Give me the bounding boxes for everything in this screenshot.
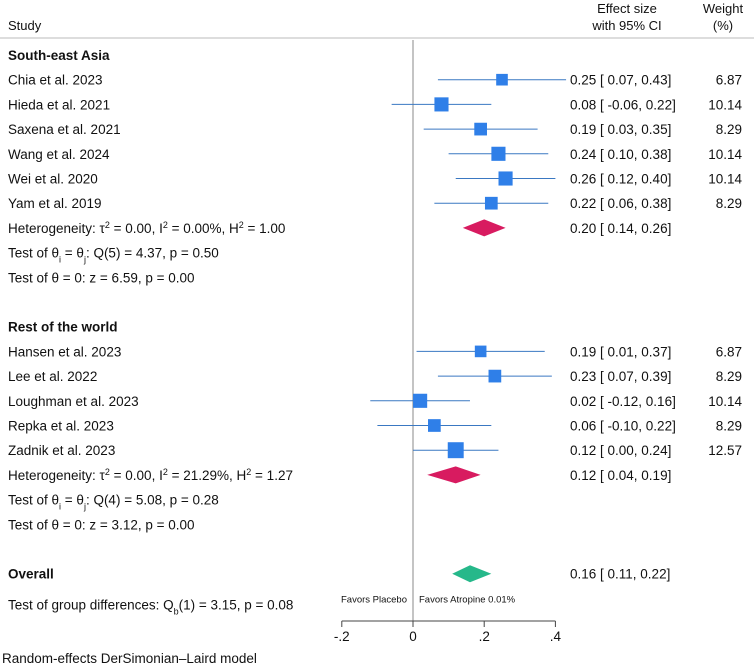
test-zero-text: Test of θ = 0: z = 3.12, p = 0.00 bbox=[8, 517, 195, 532]
subgroup-diamond bbox=[462, 219, 506, 237]
effect-ci-text: 0.25 [ 0.07, 0.43] bbox=[570, 73, 671, 88]
effect-marker bbox=[428, 419, 441, 432]
study-label: Wang et al. 2024 bbox=[8, 147, 110, 162]
group-differences-text: Test of group differences: Qb(1) = 3.15,… bbox=[8, 597, 293, 616]
effect-ci-text: 0.22 [ 0.06, 0.38] bbox=[570, 196, 671, 211]
study-label: Zadnik et al. 2023 bbox=[8, 443, 115, 458]
effect-marker bbox=[434, 97, 449, 112]
effect-ci-text: 0.23 [ 0.07, 0.39] bbox=[570, 369, 671, 384]
effect-ci-text: 0.26 [ 0.12, 0.40] bbox=[570, 172, 671, 187]
rows-layer: South-east Asia Chia et al. 2023 0.25 [ 0.… bbox=[8, 48, 742, 616]
weight-text: 8.29 bbox=[716, 369, 742, 384]
header-weight-line2: (%) bbox=[713, 18, 733, 33]
weight-text: 6.87 bbox=[716, 73, 742, 88]
overall-diamond bbox=[452, 565, 492, 583]
effect-marker bbox=[474, 122, 487, 136]
effect-marker bbox=[498, 171, 513, 186]
x-tick-label: -.2 bbox=[334, 629, 350, 644]
test-theta-text: Test of θi = θj: Q(5) = 4.37, p = 0.50 bbox=[8, 246, 219, 265]
footnote: Random-effects DerSimonian–Laird model bbox=[2, 651, 257, 666]
weight-text: 8.29 bbox=[716, 196, 742, 211]
overall-label: Overall bbox=[8, 567, 54, 582]
effect-ci-text: 0.12 [ 0.00, 0.24] bbox=[570, 443, 671, 458]
study-label: Yam et al. 2019 bbox=[8, 196, 102, 211]
study-label: Chia et al. 2023 bbox=[8, 73, 103, 88]
effect-marker bbox=[488, 369, 502, 383]
header-effect-line2: with 95% CI bbox=[591, 18, 661, 33]
effect-ci-text: 0.02 [ -0.12, 0.16] bbox=[570, 394, 676, 409]
test-theta-text: Test of θi = θj: Q(4) = 5.08, p = 0.28 bbox=[8, 493, 219, 512]
study-label: Hieda et al. 2021 bbox=[8, 97, 110, 112]
study-label: Repka et al. 2023 bbox=[8, 419, 114, 434]
pooled-ci-text: 0.20 [ 0.14, 0.26] bbox=[570, 221, 671, 236]
x-tick-label: 0 bbox=[409, 629, 417, 644]
effect-ci-text: 0.24 [ 0.10, 0.38] bbox=[570, 147, 671, 162]
effect-marker bbox=[474, 345, 487, 358]
weight-text: 10.14 bbox=[708, 97, 742, 112]
subgroup-diamond bbox=[427, 466, 481, 484]
study-label: Hansen et al. 2023 bbox=[8, 344, 121, 359]
weight-text: 10.14 bbox=[708, 147, 742, 162]
x-tick-label: .4 bbox=[550, 629, 562, 644]
effect-ci-text: 0.08 [ -0.06, 0.22] bbox=[570, 97, 676, 112]
effect-marker bbox=[491, 146, 506, 161]
weight-text: 10.14 bbox=[708, 394, 742, 409]
study-label: Saxena et al. 2021 bbox=[8, 122, 121, 137]
weight-text: 8.29 bbox=[716, 122, 742, 137]
effect-ci-text: 0.19 [ 0.01, 0.37] bbox=[570, 344, 671, 359]
weight-text: 8.29 bbox=[716, 419, 742, 434]
x-tick-label: .2 bbox=[479, 629, 490, 644]
heterogeneity-text: Heterogeneity: τ2 = 0.00, I2 = 21.29%, H… bbox=[8, 467, 293, 483]
header-study: Study bbox=[8, 18, 42, 33]
group-title: South-east Asia bbox=[8, 48, 110, 63]
weight-text: 10.14 bbox=[708, 172, 742, 187]
weight-text: 6.87 bbox=[716, 344, 742, 359]
effect-ci-text: 0.06 [ -0.10, 0.22] bbox=[570, 419, 676, 434]
effect-marker bbox=[484, 196, 498, 210]
heterogeneity-text: Heterogeneity: τ2 = 0.00, I2 = 0.00%, H2… bbox=[8, 220, 285, 236]
effect-marker bbox=[496, 73, 508, 86]
overall-ci-text: 0.16 [ 0.11, 0.22] bbox=[570, 567, 670, 582]
header-weight-line1: Weight bbox=[703, 1, 744, 16]
x-axis: -.2 0 .2 .4 bbox=[334, 620, 562, 644]
effect-marker bbox=[413, 393, 428, 408]
study-label: Loughman et al. 2023 bbox=[8, 394, 139, 409]
weight-text: 12.57 bbox=[708, 443, 742, 458]
favors-placebo-label: Favors Placebo bbox=[341, 594, 407, 605]
study-label: Lee et al. 2022 bbox=[8, 369, 97, 384]
group-title: Rest of the world bbox=[8, 320, 118, 335]
test-zero-text: Test of θ = 0: z = 6.59, p = 0.00 bbox=[8, 270, 195, 285]
header-effect-line1: Effect size bbox=[597, 1, 657, 16]
effect-ci-text: 0.19 [ 0.03, 0.35] bbox=[570, 122, 671, 137]
pooled-ci-text: 0.12 [ 0.04, 0.19] bbox=[570, 468, 671, 483]
favors-atropine-label: Favors Atropine 0.01% bbox=[419, 594, 516, 605]
effect-marker bbox=[447, 442, 464, 459]
study-label: Wei et al. 2020 bbox=[8, 172, 98, 187]
